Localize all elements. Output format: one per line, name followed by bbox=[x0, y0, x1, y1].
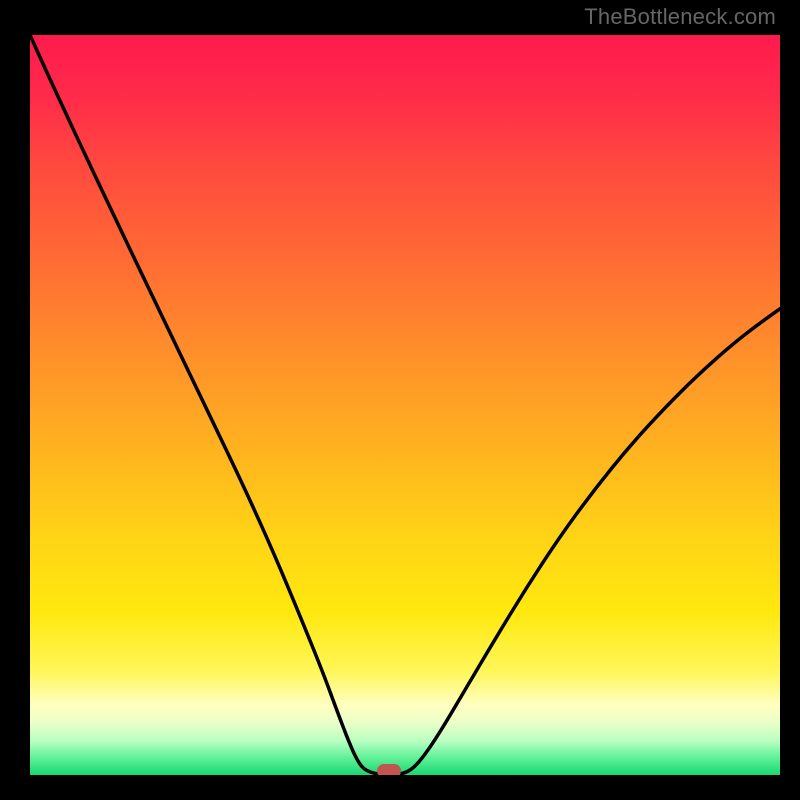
plot-border-bottom bbox=[0, 775, 800, 800]
chart-frame: TheBottleneck.com bbox=[0, 0, 800, 800]
plot-border-left bbox=[0, 0, 30, 800]
watermark-text: TheBottleneck.com bbox=[584, 4, 776, 30]
plot-border-right bbox=[780, 0, 800, 800]
optimal-point-marker bbox=[377, 764, 401, 775]
bottleneck-curve bbox=[30, 35, 780, 775]
plot-area bbox=[30, 35, 780, 775]
curve-path bbox=[30, 35, 780, 775]
